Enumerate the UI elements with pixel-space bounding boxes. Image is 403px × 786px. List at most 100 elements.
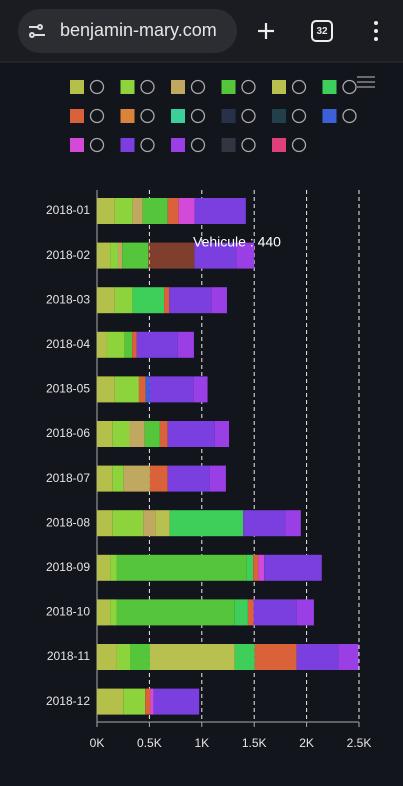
bar-segment[interactable]: [193, 376, 208, 403]
bar-segment[interactable]: [116, 644, 131, 670]
legend-swatch[interactable]: [272, 80, 286, 94]
legend-swatch[interactable]: [221, 138, 236, 152]
url-pill[interactable]: [18, 9, 237, 53]
legend-icon[interactable]: [291, 79, 307, 95]
bar-segment[interactable]: [145, 376, 150, 403]
bar-segment[interactable]: [97, 554, 111, 581]
bar-segment[interactable]: [132, 331, 137, 358]
bar-segment[interactable]: [97, 198, 115, 224]
bar-segment[interactable]: [254, 644, 297, 670]
legend-icon[interactable]: [140, 79, 155, 95]
bar-segment[interactable]: [112, 510, 144, 537]
legend-icon[interactable]: [190, 108, 206, 124]
bar-segment[interactable]: [153, 688, 200, 715]
bar-segment[interactable]: [253, 599, 297, 626]
bar-segment[interactable]: [243, 510, 286, 537]
bar-segment[interactable]: [129, 421, 145, 447]
bar-segment[interactable]: [194, 242, 237, 269]
bar-segment[interactable]: [132, 198, 143, 224]
bar-segment[interactable]: [114, 376, 139, 403]
url[interactable]: benjamin-mary.com: [60, 20, 217, 40]
bar-segment[interactable]: [246, 554, 254, 581]
bar-segment[interactable]: [116, 554, 247, 581]
bar-segment[interactable]: [149, 644, 235, 670]
tab-count[interactable]: 32: [316, 26, 328, 37]
legend-swatch[interactable]: [171, 109, 185, 123]
legend-icon[interactable]: [342, 108, 357, 124]
bar-segment[interactable]: [97, 688, 124, 715]
legend-icon[interactable]: [190, 137, 206, 153]
bar-segment[interactable]: [167, 421, 215, 447]
bar-segment[interactable]: [122, 242, 149, 269]
bar-segment[interactable]: [112, 465, 124, 492]
bar-segment[interactable]: [338, 644, 359, 670]
bar-segment[interactable]: [149, 376, 194, 403]
legend-icon[interactable]: [241, 108, 256, 124]
bar-segment[interactable]: [211, 287, 227, 314]
bar-segment[interactable]: [110, 554, 117, 581]
tabs-icon[interactable]: [311, 20, 333, 42]
bar-segment[interactable]: [236, 242, 255, 269]
legend-swatch[interactable]: [171, 80, 185, 94]
bar-segment[interactable]: [194, 198, 246, 224]
bar-segment[interactable]: [177, 331, 194, 358]
bar-segment[interactable]: [145, 688, 151, 715]
chart-menu[interactable]: [357, 76, 375, 88]
legend-swatch[interactable]: [221, 109, 236, 123]
legend-icon[interactable]: [89, 137, 105, 153]
bar-segment[interactable]: [155, 510, 170, 537]
legend-icon[interactable]: [241, 79, 256, 95]
bar-segment[interactable]: [150, 688, 154, 715]
legend-icon[interactable]: [291, 137, 307, 153]
legend-icon[interactable]: [89, 79, 105, 95]
legend-swatch[interactable]: [322, 109, 337, 123]
bar-segment[interactable]: [97, 465, 113, 492]
bar-segment[interactable]: [296, 599, 314, 626]
bar-segment[interactable]: [169, 287, 212, 314]
legend-swatch[interactable]: [70, 109, 84, 123]
bar-segment[interactable]: [97, 242, 111, 269]
legend-icon[interactable]: [342, 79, 357, 95]
bar-segment[interactable]: [234, 644, 255, 670]
bar-segment[interactable]: [132, 287, 165, 314]
bar-segment[interactable]: [209, 465, 226, 492]
bar-segment[interactable]: [110, 599, 117, 626]
legend-swatch[interactable]: [171, 138, 185, 152]
bar-segment[interactable]: [123, 688, 146, 715]
bar-segment[interactable]: [130, 644, 150, 670]
bar-segment[interactable]: [247, 599, 254, 626]
legend-swatch[interactable]: [120, 80, 135, 94]
bar-segment[interactable]: [253, 554, 259, 581]
legend-icon[interactable]: [241, 137, 256, 153]
new-tab-icon[interactable]: [258, 23, 274, 39]
bar-segment[interactable]: [143, 510, 156, 537]
legend-swatch[interactable]: [272, 109, 286, 123]
bar-segment[interactable]: [123, 465, 150, 492]
bar-segment[interactable]: [97, 331, 107, 358]
legend-swatch[interactable]: [70, 138, 84, 152]
bar-segment[interactable]: [97, 287, 115, 314]
bar-segment[interactable]: [117, 242, 123, 269]
bar-segment[interactable]: [144, 421, 160, 447]
bar-segment[interactable]: [124, 331, 133, 358]
bar-segment[interactable]: [114, 287, 133, 314]
legend-swatch[interactable]: [221, 80, 236, 94]
bar-segment[interactable]: [112, 421, 130, 447]
legend-swatch[interactable]: [70, 80, 84, 94]
bar-segment[interactable]: [97, 421, 113, 447]
bar-segment[interactable]: [178, 198, 195, 224]
bar-segment[interactable]: [264, 554, 322, 581]
legend-swatch[interactable]: [322, 80, 337, 94]
bar-segment[interactable]: [169, 510, 244, 537]
site-settings-icon[interactable]: [29, 24, 45, 38]
bar-segment[interactable]: [97, 644, 117, 670]
bar-segment[interactable]: [234, 599, 248, 626]
bar-segment[interactable]: [97, 599, 111, 626]
bar-segment[interactable]: [296, 644, 339, 670]
legend-icon[interactable]: [291, 108, 307, 124]
legend-icon[interactable]: [140, 137, 155, 153]
bar-segment[interactable]: [167, 198, 179, 224]
bar-segment[interactable]: [149, 465, 168, 492]
bar-segment[interactable]: [214, 421, 230, 447]
bar-segment[interactable]: [285, 510, 301, 537]
